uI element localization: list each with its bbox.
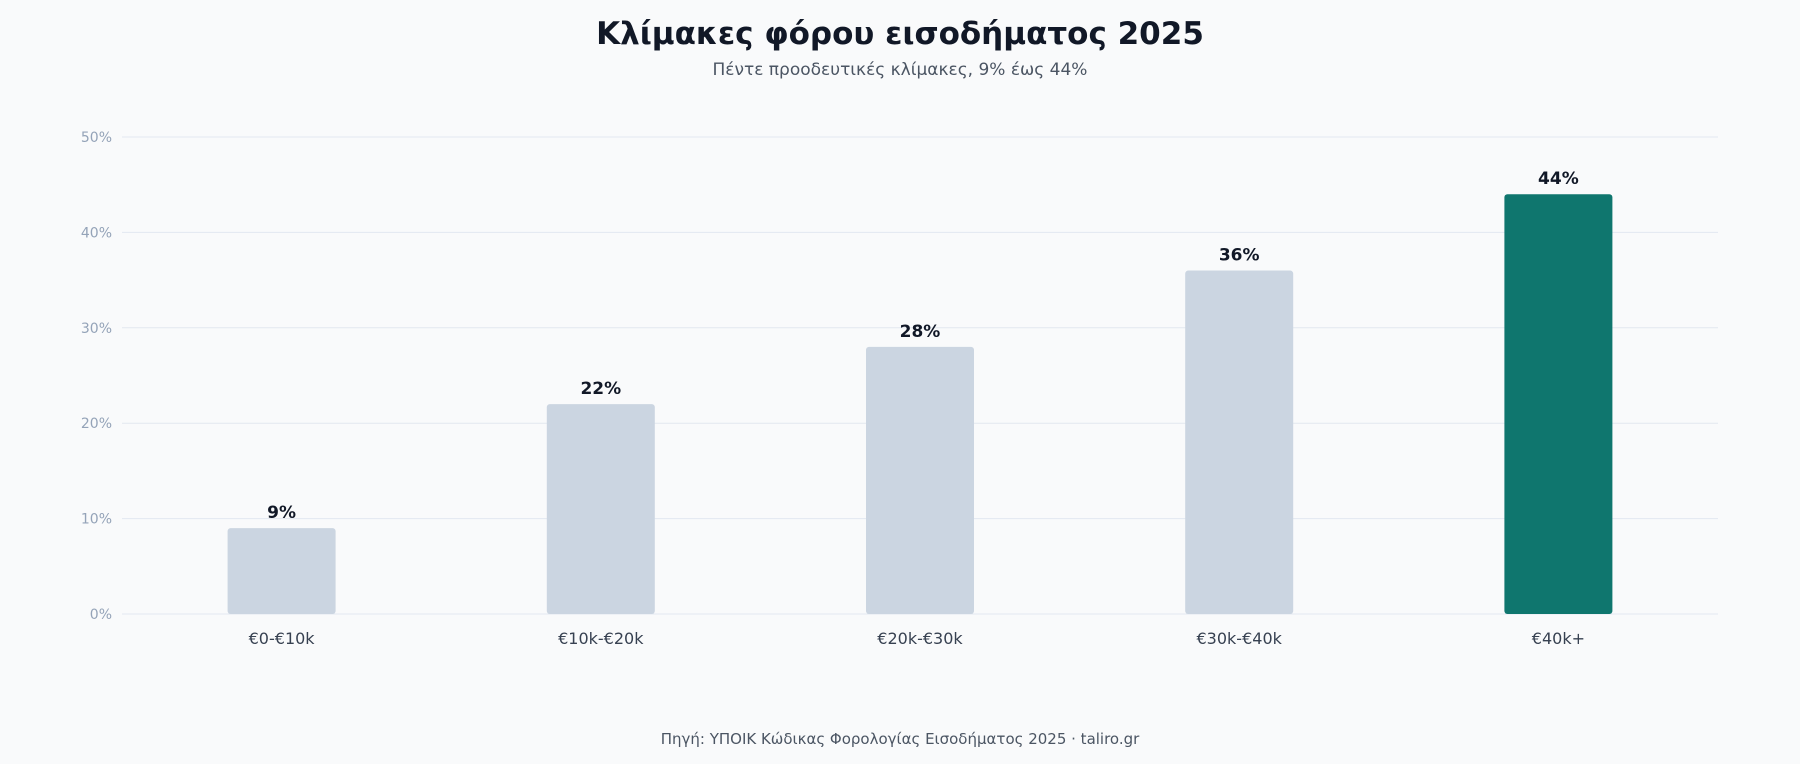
value-labels: 9% 22% 28% 36% 44% <box>267 169 1579 523</box>
category-label: €0-€10k <box>249 629 316 648</box>
category-label: €10k-€20k <box>558 629 644 648</box>
y-tick-label: 50% <box>81 130 112 146</box>
category-label: €20k-€30k <box>877 629 963 648</box>
bar <box>546 404 655 614</box>
y-tick-label: 20% <box>81 416 112 432</box>
value-label: 9% <box>267 503 296 523</box>
chart-subtitle: Πέντε προοδευτικές κλίμακες, 9% έως 44% <box>712 60 1088 80</box>
y-axis-tick-labels: 0% 10% 20% 30% 40% 50% <box>81 130 112 623</box>
bar <box>1185 270 1294 614</box>
value-label: 36% <box>1219 246 1260 266</box>
y-tick-label: 40% <box>81 225 112 241</box>
bars <box>227 194 1613 615</box>
x-axis-category-labels: €0-€10k €10k-€20k €20k-€30k €30k-€40k €40k+ <box>249 629 1585 648</box>
value-label: 28% <box>900 322 941 342</box>
value-label: 44% <box>1538 169 1579 189</box>
category-label: €40k+ <box>1532 629 1585 648</box>
source-note: Πηγή: ΥΠΟΙΚ Κώδικας Φορολογίας Εισοδήματ… <box>660 730 1140 748</box>
y-tick-label: 0% <box>90 607 112 623</box>
bar <box>866 346 974 614</box>
category-label: €30k-€40k <box>1197 629 1283 648</box>
bar <box>1504 194 1613 615</box>
value-label: 22% <box>580 379 621 399</box>
y-tick-label: 10% <box>81 512 112 528</box>
chart-title: Κλίμακες φόρου εισοδήματος 2025 <box>596 16 1204 52</box>
bar <box>227 528 336 614</box>
y-tick-label: 30% <box>81 321 112 337</box>
